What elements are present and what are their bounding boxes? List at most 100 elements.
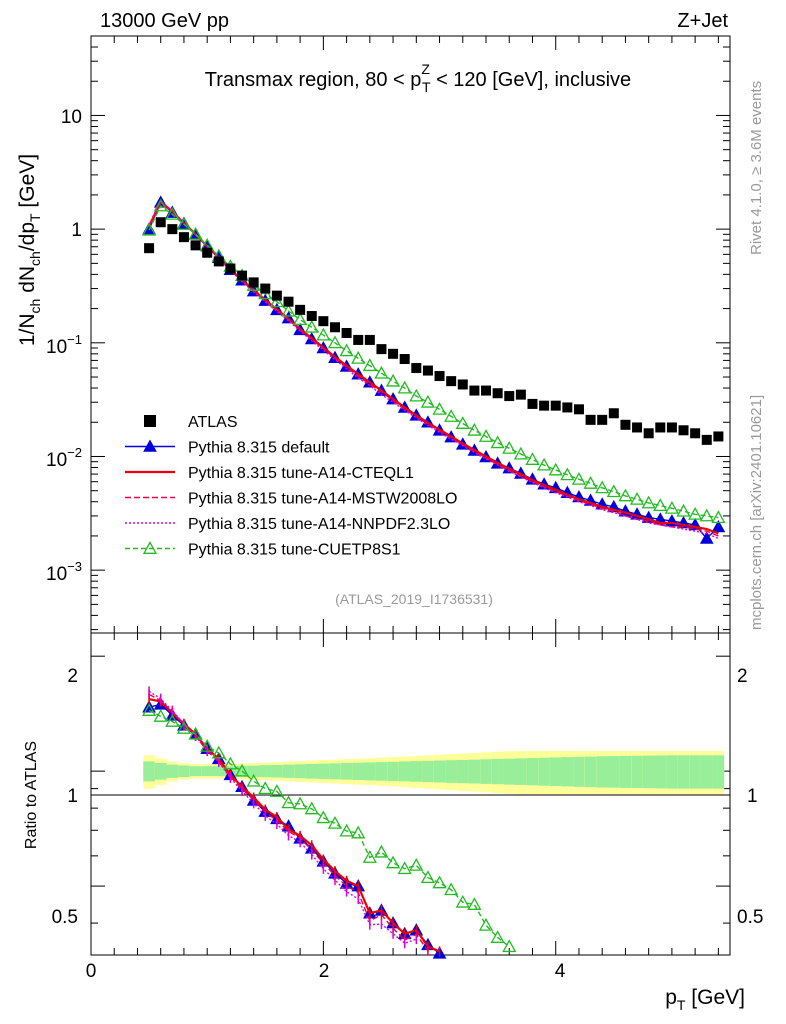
band-inner-bin <box>212 766 225 777</box>
band-inner-bin <box>700 755 713 789</box>
band-inner-bin <box>689 755 701 789</box>
mcplots-note: mcplots.cern.ch [arXiv:2401.10621] <box>748 395 765 630</box>
atlas-point <box>527 398 538 409</box>
band-inner-bin <box>561 757 574 787</box>
atlas-point <box>353 334 364 345</box>
atlas-point <box>562 402 573 413</box>
band-inner-bin <box>666 755 678 789</box>
atlas-point <box>446 376 457 387</box>
series-4-marker-ratio <box>234 763 250 777</box>
band-inner-bin <box>677 755 690 789</box>
series-0-line-ratio <box>148 703 440 954</box>
x-axis-label: pT [GeV] <box>665 986 745 1013</box>
ratio-tick-label-right-2: 2 <box>737 666 748 687</box>
band-inner-bin <box>178 765 190 778</box>
band-inner-bin <box>445 760 457 783</box>
series-4-marker-main <box>397 380 412 394</box>
series-4-marker-main <box>362 358 377 372</box>
series-4-marker-main <box>711 510 726 524</box>
main-panel-frame <box>90 35 731 634</box>
series-4-marker-main <box>420 394 436 408</box>
series-4-marker-main <box>432 401 447 415</box>
band-inner-bin <box>538 757 550 786</box>
atlas-point <box>515 389 526 400</box>
process-label: Z+Jet <box>677 10 728 32</box>
ratio-tick-label-2: 2 <box>67 666 78 687</box>
series-4-marker-ratio <box>362 850 377 863</box>
band-inner-bin <box>154 763 167 780</box>
atlas-point <box>329 322 340 333</box>
atlas-point <box>457 379 468 390</box>
band-inner-bin <box>340 763 353 780</box>
atlas-point <box>190 240 201 251</box>
plot-title-main: Transmax region, 80 < p <box>205 69 422 91</box>
atlas-point <box>399 354 410 365</box>
x-tick-label-2: 2 <box>319 961 330 982</box>
band-inner-bin <box>305 763 318 779</box>
series-4-marker-ratio <box>502 939 517 953</box>
atlas-point <box>585 414 596 425</box>
series-4-marker-main <box>502 440 517 454</box>
legend-label: Pythia 8.315 tune-A14-CTEQL1 <box>188 465 414 482</box>
axis-ticks <box>90 35 730 955</box>
band-inner-bin <box>352 762 365 780</box>
band-inner-bin <box>468 759 481 784</box>
atlas-data-points <box>144 217 724 445</box>
series-4-marker-main <box>374 365 389 379</box>
y-tick-label-10: 10 <box>61 107 82 128</box>
series-4-marker-main <box>664 500 680 514</box>
band-inner-bin <box>166 764 179 778</box>
series-4-marker-main <box>188 226 203 240</box>
y-axis-label-ratio: Ratio to ATLAS <box>23 741 40 849</box>
band-inner-bin <box>654 755 667 789</box>
series-4-marker-main <box>165 206 180 220</box>
atlas-point <box>678 425 689 436</box>
series-2-line-main <box>148 200 719 537</box>
xlabel-main: p <box>665 986 677 1009</box>
series-4-marker-ratio <box>374 844 389 858</box>
series-3-line-ratio <box>148 690 417 945</box>
series-4-marker-main <box>478 429 494 442</box>
atlas-point <box>248 277 259 288</box>
series-4-marker-ratio <box>223 756 238 770</box>
series-4-marker-main <box>327 335 343 349</box>
band-inner-bin <box>271 764 283 778</box>
series-4-marker-main <box>281 303 296 317</box>
atlas-point <box>539 400 550 411</box>
y-tick-0.01-base: 10 <box>46 450 67 471</box>
ylabel-part-0: 1/N <box>16 313 39 346</box>
atlas-point <box>620 419 631 430</box>
band-inner-bin <box>503 758 516 785</box>
series-4-marker-main <box>304 319 319 333</box>
y-tick-label-1: 1 <box>71 220 82 241</box>
band-inner-bin <box>398 761 411 782</box>
series-4-marker-main <box>653 498 668 512</box>
series-4-marker-main <box>316 327 331 341</box>
main-series <box>141 195 726 544</box>
atlas-point <box>295 304 306 315</box>
y-tick-label-0.1: 10−1 <box>46 332 82 358</box>
series-4-marker-ratio <box>176 721 192 734</box>
legend-label: Pythia 8.315 default <box>188 440 330 457</box>
series-4-marker-main <box>467 422 482 436</box>
series-4-marker-main <box>676 503 691 517</box>
atlas-point <box>632 422 643 433</box>
legend-label: ATLAS <box>188 414 238 431</box>
series-4-marker-ratio <box>165 714 180 727</box>
band-inner-bin <box>433 760 446 783</box>
legend-label: Pythia 8.315 tune-A14-MSTW2008LO <box>188 491 457 508</box>
atlas-point <box>376 344 387 355</box>
rivet-note: Rivet 4.1.0, ≥ 3.6M events <box>748 81 765 255</box>
series-4-marker-ratio <box>211 745 226 759</box>
legend-label: Pythia 8.315 tune-CUETP8S1 <box>188 542 401 559</box>
series-4-marker-main <box>548 462 563 476</box>
legend-marker-square <box>144 415 156 427</box>
band-inner-bin <box>712 755 725 789</box>
series-4-marker-ratio <box>293 796 308 810</box>
series-4-marker-main <box>490 435 505 449</box>
band-inner-bin <box>631 755 643 789</box>
series-4-marker-main <box>618 488 633 502</box>
ratio-tick-label-right-1: 1 <box>747 786 758 807</box>
ylabel-part-6: [GeV] <box>16 154 39 214</box>
atlas-point <box>283 296 294 307</box>
